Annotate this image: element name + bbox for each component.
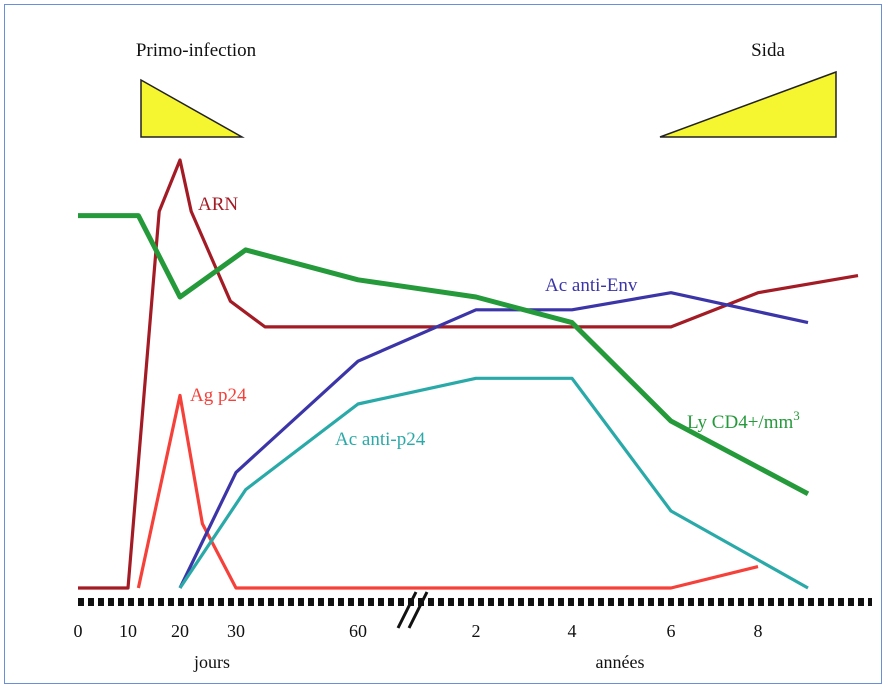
x-tick-labels: 0 10 20 30 60 2 4 6 8	[74, 621, 763, 641]
axis-break-mark-1	[396, 591, 418, 629]
series-label-ac-anti-env: Ac anti-Env	[545, 275, 638, 296]
series-label-ly-cd4: Ly CD4+/mm3	[687, 408, 800, 433]
series-label-arn: ARN	[198, 194, 238, 215]
series-lines	[78, 158, 859, 590]
primo-infection-triangle	[140, 78, 245, 138]
series-line-arn	[78, 158, 859, 590]
x-unit-label-annees: années	[596, 652, 645, 672]
x-tick-label: 20	[171, 621, 189, 641]
x-tick-label: 4	[568, 621, 577, 641]
x-tick-label: 60	[349, 621, 367, 641]
x-unit-label-jours: jours	[193, 652, 230, 672]
series-line-ly-cd4-mm	[78, 213, 810, 497]
primo-infection-label: Primo-infection	[136, 40, 257, 61]
series-label-ag-p24: Ag p24	[190, 385, 247, 406]
phase-indicators: Primo-infection Sida	[136, 40, 837, 138]
x-tick-label: 2	[472, 621, 481, 641]
ly-cd4-superscript: 3	[793, 408, 800, 423]
series-label-ac-anti-p24: Ac anti-p24	[335, 429, 426, 450]
series-line-ac-anti-env	[178, 291, 809, 589]
ly-cd4-name: Ly CD4+/mm	[687, 412, 793, 433]
x-tick-label: 10	[119, 621, 137, 641]
x-axis: 0 10 20 30 60 2 4 6 8 jours années	[74, 591, 872, 672]
x-tick-label: 6	[667, 621, 676, 641]
series-line-ag-p24	[136, 393, 759, 590]
x-tick-label: 0	[74, 621, 83, 641]
axis-break-mark-2	[407, 591, 429, 629]
x-tick-label: 30	[227, 621, 245, 641]
sida-label: Sida	[751, 40, 785, 61]
sida-triangle	[659, 70, 837, 138]
series-labels: ARN Ag p24 Ac anti-Env Ac anti-p24 Ly CD…	[190, 194, 800, 450]
series-line-ac-anti-p24	[178, 376, 809, 590]
x-tick-label: 8	[754, 621, 763, 641]
